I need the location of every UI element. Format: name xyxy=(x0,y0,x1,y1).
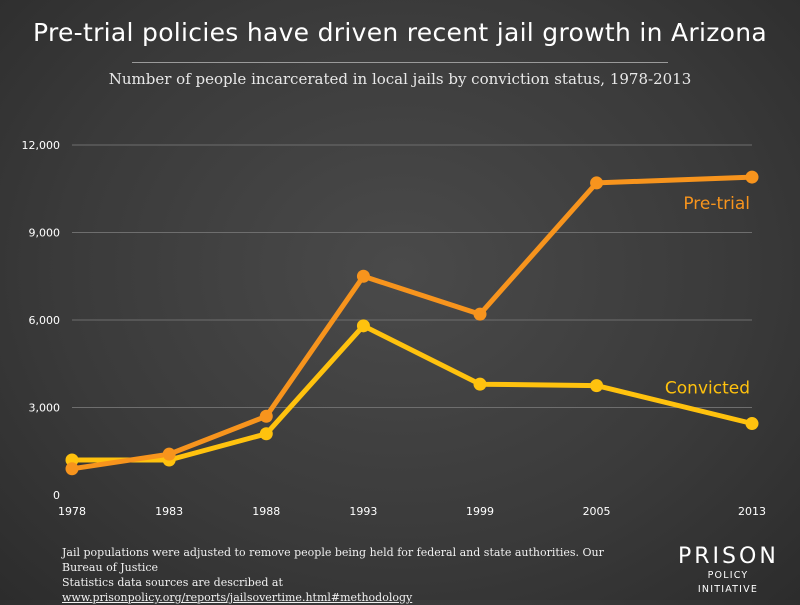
methodology-link[interactable]: www.prisonpolicy.org/reports/jailsoverti… xyxy=(62,591,413,604)
series-line-pre-trial xyxy=(69,174,755,472)
y-tick-label: 9,000 xyxy=(29,227,61,240)
series-label-convicted: Convicted xyxy=(665,379,750,399)
y-axis-ticks: 0 3,000 6,000 9,000 12,000 xyxy=(22,139,61,502)
logo-text-top: PRISON xyxy=(678,544,779,569)
data-point-pre-trial-2005 xyxy=(590,176,604,190)
series-lines xyxy=(69,174,755,472)
x-tick-label: 2013 xyxy=(738,505,766,518)
x-tick-label: 1999 xyxy=(466,505,494,518)
data-point-convicted-1999 xyxy=(473,377,487,391)
data-point-pre-trial-1993 xyxy=(356,269,370,283)
footer-line-1: Jail populations were adjusted to remove… xyxy=(62,546,604,574)
x-axis-ticks: 1978 1983 1988 1993 1999 2005 2013 xyxy=(58,505,766,518)
series-labels: Pre-trial Convicted xyxy=(665,194,750,398)
y-tick-label: 3,000 xyxy=(29,402,61,415)
data-point-pre-trial-2013 xyxy=(745,170,759,184)
y-tick-label: 12,000 xyxy=(22,139,61,152)
x-tick-label: 1988 xyxy=(252,505,280,518)
data-point-pre-trial-1978 xyxy=(65,462,79,476)
data-point-convicted-2005 xyxy=(590,379,604,393)
footer-line-2-prefix: Statistics data sources are described at xyxy=(62,576,283,589)
series-line-convicted xyxy=(69,323,755,463)
data-point-convicted-1988 xyxy=(259,427,273,441)
grid-lines xyxy=(72,144,752,408)
series-label-pre-trial: Pre-trial xyxy=(683,194,750,214)
data-point-convicted-2013 xyxy=(745,417,759,431)
data-point-pre-trial-1999 xyxy=(473,307,487,321)
chart-subtitle: Number of people incarcerated in local j… xyxy=(108,70,692,88)
series-points xyxy=(65,170,759,476)
data-point-pre-trial-1988 xyxy=(259,409,273,423)
title-divider xyxy=(132,62,668,63)
chart-title: Pre-trial policies have driven recent ja… xyxy=(33,18,767,47)
footer-note: Jail populations were adjusted to remove… xyxy=(62,545,622,605)
data-point-pre-trial-1983 xyxy=(162,447,176,461)
x-tick-label: 1978 xyxy=(58,505,86,518)
y-tick-label: 6,000 xyxy=(29,314,61,327)
x-tick-label: 1993 xyxy=(349,505,377,518)
x-tick-label: 2005 xyxy=(583,505,611,518)
data-point-convicted-1993 xyxy=(356,319,370,333)
x-tick-label: 1983 xyxy=(155,505,183,518)
prison-policy-logo: PRISON POLICY INITIATIVE xyxy=(678,545,778,597)
logo-text-bottom: POLICY INITIATIVE xyxy=(697,570,759,595)
y-tick-label: 0 xyxy=(53,489,60,502)
